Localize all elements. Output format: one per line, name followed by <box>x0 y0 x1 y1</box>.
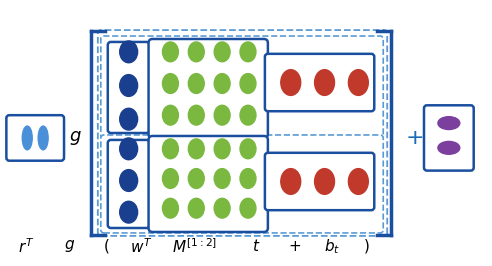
Ellipse shape <box>438 117 460 130</box>
Ellipse shape <box>188 74 204 93</box>
Text: $b_t$: $b_t$ <box>324 237 339 256</box>
Text: $)$: $)$ <box>363 237 369 255</box>
Text: $w^T$: $w^T$ <box>129 237 152 256</box>
Text: $+$: $+$ <box>405 128 423 148</box>
FancyBboxPatch shape <box>101 36 383 139</box>
FancyBboxPatch shape <box>108 42 150 133</box>
Ellipse shape <box>120 41 138 63</box>
Text: $r^T$: $r^T$ <box>18 237 34 256</box>
Ellipse shape <box>348 70 369 95</box>
Ellipse shape <box>240 42 256 62</box>
Ellipse shape <box>314 70 335 95</box>
Text: $M^{[1:2]}$: $M^{[1:2]}$ <box>172 237 217 256</box>
Ellipse shape <box>214 198 230 218</box>
Ellipse shape <box>120 201 138 223</box>
Ellipse shape <box>162 42 179 62</box>
Ellipse shape <box>38 126 48 150</box>
Ellipse shape <box>348 169 369 194</box>
Text: $+$: $+$ <box>288 239 302 254</box>
Ellipse shape <box>162 198 179 218</box>
Ellipse shape <box>240 139 256 159</box>
Ellipse shape <box>188 105 204 125</box>
Ellipse shape <box>120 108 138 130</box>
Ellipse shape <box>314 169 335 194</box>
Ellipse shape <box>281 70 301 95</box>
Ellipse shape <box>162 74 179 93</box>
Ellipse shape <box>120 138 138 160</box>
Ellipse shape <box>214 42 230 62</box>
Ellipse shape <box>188 169 204 188</box>
Ellipse shape <box>214 169 230 188</box>
Ellipse shape <box>120 75 138 96</box>
Ellipse shape <box>240 74 256 93</box>
Ellipse shape <box>162 169 179 188</box>
Ellipse shape <box>240 105 256 125</box>
FancyBboxPatch shape <box>149 39 268 138</box>
FancyBboxPatch shape <box>149 136 268 232</box>
Ellipse shape <box>162 139 179 159</box>
Ellipse shape <box>188 139 204 159</box>
Ellipse shape <box>240 198 256 218</box>
FancyBboxPatch shape <box>6 115 64 161</box>
Ellipse shape <box>214 74 230 93</box>
FancyBboxPatch shape <box>265 54 374 111</box>
Text: $g$: $g$ <box>64 238 75 254</box>
Ellipse shape <box>214 139 230 159</box>
Ellipse shape <box>162 105 179 125</box>
FancyBboxPatch shape <box>424 105 474 171</box>
Ellipse shape <box>281 169 301 194</box>
Ellipse shape <box>438 142 460 154</box>
Ellipse shape <box>120 170 138 191</box>
Text: $($: $($ <box>103 237 111 255</box>
FancyBboxPatch shape <box>108 140 150 228</box>
Ellipse shape <box>188 198 204 218</box>
Ellipse shape <box>188 42 204 62</box>
Ellipse shape <box>214 105 230 125</box>
FancyBboxPatch shape <box>101 135 383 233</box>
FancyBboxPatch shape <box>98 30 387 236</box>
Ellipse shape <box>22 126 32 150</box>
FancyBboxPatch shape <box>265 153 374 210</box>
Text: $g$: $g$ <box>68 129 81 147</box>
Text: $t$: $t$ <box>251 238 260 254</box>
Ellipse shape <box>240 169 256 188</box>
